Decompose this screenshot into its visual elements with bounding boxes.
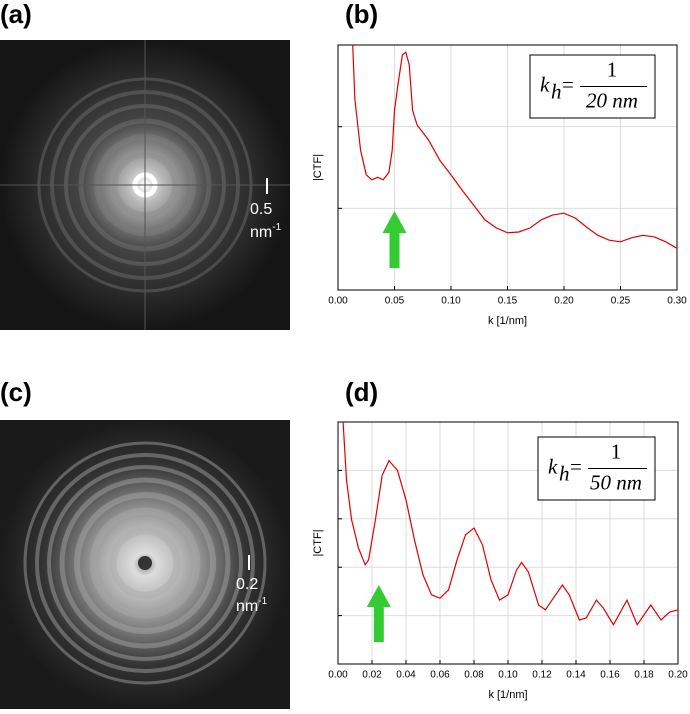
x-tick-label: 0.04 xyxy=(396,670,416,681)
x-tick-label: 0.00 xyxy=(328,296,348,307)
x-tick-label: 0.02 xyxy=(362,670,382,681)
formula-denominator: 50 nm xyxy=(590,470,642,494)
x-tick-label: 0.20 xyxy=(668,670,688,681)
scale-unit: nm-1 xyxy=(236,596,268,616)
formula-lhs: k xyxy=(548,454,558,478)
scale-value: 0.5 xyxy=(250,201,272,218)
panel-label: (d) xyxy=(345,377,378,407)
x-tick-label: 0.08 xyxy=(464,670,484,681)
x-tick-label: 0.10 xyxy=(441,296,461,307)
plot-frame xyxy=(337,44,678,291)
x-tick-label: 0.30 xyxy=(667,296,687,307)
ctf-line xyxy=(352,45,677,249)
scale-exp: -1 xyxy=(272,222,281,233)
x-tick-label: 0.15 xyxy=(498,296,518,307)
x-tick-label: 0.05 xyxy=(385,296,405,307)
formula-equals: = xyxy=(570,454,582,478)
scale-value: 0.2 xyxy=(236,576,258,593)
y-axis-label: |CTF| xyxy=(312,154,324,181)
panel-label: (b) xyxy=(345,0,378,29)
x-tick-label: 0.00 xyxy=(328,670,348,681)
diffractogram-a: 0.5 nm-1 xyxy=(0,40,290,330)
formula-equals: = xyxy=(562,72,574,96)
arrow xyxy=(382,211,407,268)
y-axis-label: |CTF| xyxy=(312,529,324,556)
x-tick-label: 0.25 xyxy=(611,296,631,307)
x-axis-label: k [1/nm] xyxy=(488,315,527,327)
formula-numerator: 1 xyxy=(611,439,622,463)
x-tick-label: 0.10 xyxy=(498,670,518,681)
x-tick-label: 0.18 xyxy=(634,670,654,681)
scale-unit: nm xyxy=(236,598,258,615)
ctf-line xyxy=(342,422,678,627)
formula-sub: h xyxy=(551,79,562,103)
x-tick-label: 0.14 xyxy=(566,670,586,681)
arrow xyxy=(366,585,391,642)
scale-exp: -1 xyxy=(258,596,267,607)
x-axis-label: k [1/nm] xyxy=(488,689,527,701)
x-tick-label: 0.12 xyxy=(532,670,552,681)
formula-sub: h xyxy=(559,461,570,485)
formula-denominator: 20 nm xyxy=(586,88,638,112)
diffractogram-c: 0.2 nm-1 xyxy=(0,420,290,709)
x-tick-label: 0.06 xyxy=(430,670,450,681)
panel-label: (a) xyxy=(0,0,32,29)
x-tick-label: 0.16 xyxy=(600,670,620,681)
x-tick-label: 0.20 xyxy=(554,296,574,307)
scale-unit: nm-1 xyxy=(250,222,282,242)
plot-frame xyxy=(337,421,679,665)
formula-lhs: k xyxy=(540,72,550,96)
formula-numerator: 1 xyxy=(607,57,618,81)
panel-label: (c) xyxy=(0,377,32,407)
scale-unit: nm xyxy=(250,224,272,241)
